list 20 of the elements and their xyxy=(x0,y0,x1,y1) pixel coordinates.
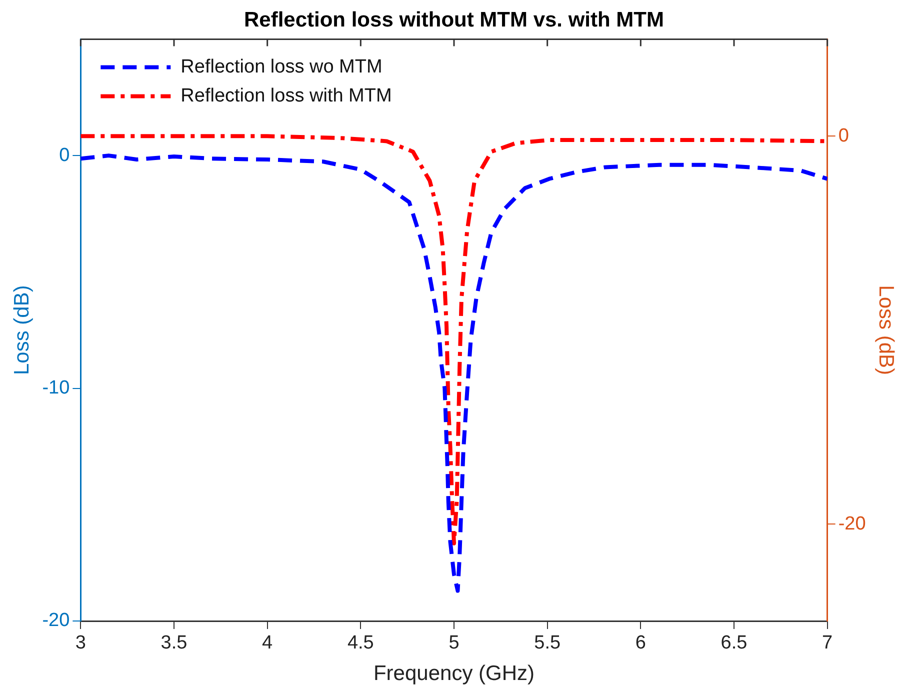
x-tick-label: 3.5 xyxy=(160,632,188,654)
legend-label: Reflection loss wo MTM xyxy=(180,56,382,78)
legend-label: Reflection loss with MTM xyxy=(180,85,392,106)
y-tick-label: -10 xyxy=(42,378,70,399)
x-tick-label: 4 xyxy=(262,632,274,654)
x-tick-label: 5 xyxy=(448,632,460,654)
x-tick-label: 7 xyxy=(822,632,833,654)
x-tick-label: 5.5 xyxy=(534,632,561,654)
x-tick-label: 6.5 xyxy=(720,632,748,654)
x-tick-label: 4.5 xyxy=(347,632,374,654)
chart-title: Reflection loss without MTM vs. with MTM xyxy=(244,8,664,32)
y2-tick-label: -20 xyxy=(838,513,866,534)
x-tick-label: 6 xyxy=(635,632,646,654)
y2-axis-title: Loss (dB) xyxy=(874,285,898,376)
x-axis-title: Frequency (GHz) xyxy=(373,662,535,686)
y-tick-label: -20 xyxy=(42,610,70,632)
y2-tick-label: 0 xyxy=(838,125,849,146)
x-tick-label: 3 xyxy=(75,632,86,654)
y-tick-label: 0 xyxy=(59,144,70,166)
y-axis-title: Loss (dB) xyxy=(10,285,34,376)
